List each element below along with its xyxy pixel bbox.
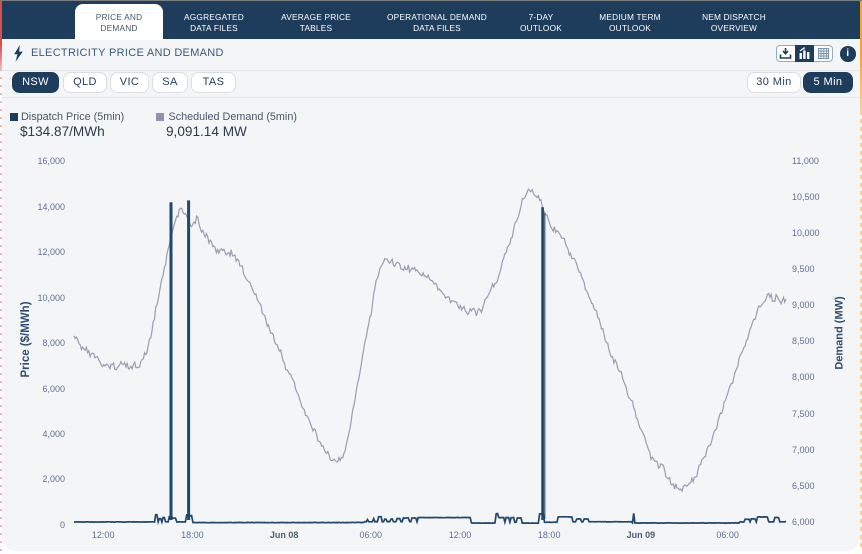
svg-text:Price ($/MWh): Price ($/MWh) (20, 301, 32, 377)
svg-text:Demand (MW): Demand (MW) (834, 296, 846, 370)
